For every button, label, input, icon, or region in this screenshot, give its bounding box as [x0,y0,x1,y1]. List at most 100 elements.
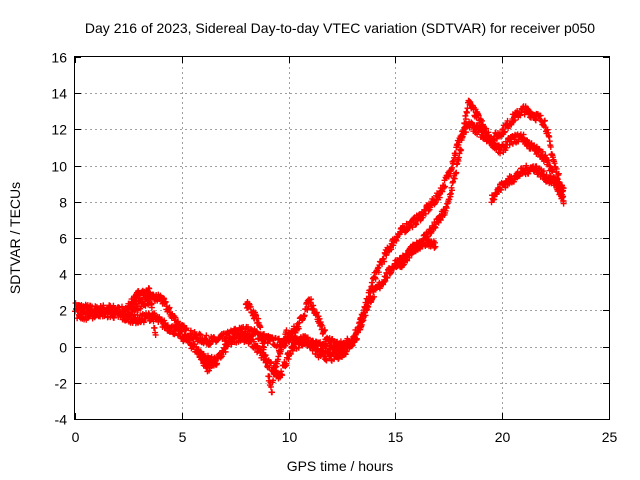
data-point-track-a [425,207,432,214]
data-point-track-a [512,117,519,124]
data-point-track-c [498,186,505,193]
data-point-track-b [371,293,378,300]
data-point-track-b [381,279,388,286]
data-point-track-a [187,327,194,334]
data-point-track-b [485,129,492,136]
data-point-track-b [460,129,467,136]
data-point-track-c [405,252,412,259]
x-tick-label: 0 [72,429,80,445]
data-point-track-c [540,168,547,175]
data-point-track-b [451,175,458,182]
data-point-track-c [150,316,157,323]
data-point-track-b [140,319,147,326]
data-point-track-a [436,194,443,201]
data-point-track-c [264,364,271,371]
y-tick-label: 0 [59,340,67,356]
data-point-track-c [148,304,155,311]
data-point-track-b [489,135,496,142]
data-point-track-c [132,297,139,304]
data-point-track-c [543,171,550,178]
data-point-track-b [475,112,482,119]
data-point-track-c [261,344,268,351]
data-point-track-c [197,348,204,355]
data-point-track-a [203,332,210,339]
data-point-track-c [316,315,323,322]
data-point-track-b [384,274,391,281]
data-point-track-b [447,190,454,197]
x-tick-label: 15 [388,429,404,445]
y-tick-label: 8 [59,195,67,211]
data-point-track-a [375,269,382,276]
data-point-track-c [152,331,159,338]
data-point-track-b [279,372,286,379]
data-point-track-c [147,295,154,302]
data-point-track-a [172,314,179,321]
data-point-track-b [428,228,435,235]
data-point-track-c [304,306,311,313]
data-point-track-a [449,164,456,171]
y-tick-label: -2 [55,376,68,392]
data-point-track-b [127,312,134,319]
data-point-track-b [287,351,294,358]
data-point-track-b [267,360,274,367]
data-point-track-c [308,296,315,303]
data-point-track-a [388,246,395,253]
data-point-track-b [171,331,178,338]
data-point-track-c [267,383,274,390]
data-point-track-a [555,170,562,177]
data-point-track-c [269,389,276,396]
data-point-track-a [162,299,169,306]
data-point-track-b [222,348,229,355]
data-point-track-c [399,262,406,269]
data-point-track-c [340,343,347,350]
y-axis-ticks: -4 -2 0 2 4 6 8 10 12 14 16 [51,50,609,428]
data-point-track-a [547,143,554,150]
data-point-track-c [206,367,213,374]
data-point-track-c [339,349,346,356]
data-point-track-a [440,184,447,191]
data-point-track-c [423,234,430,241]
data-point-track-a [118,303,125,310]
data-point-track-c [270,377,277,384]
data-point-track-b [178,328,185,335]
data-point-track-b [462,116,469,123]
data-point-track-c [137,295,144,302]
data-point-track-a [381,258,388,265]
data-point-track-c [263,358,270,365]
data-point-track-a [413,221,420,228]
data-point-track-c [431,244,438,251]
x-tick-label: 25 [602,429,618,445]
data-point-track-b [218,353,225,360]
y-tick-label: -4 [55,412,68,428]
data-point-track-c [295,325,302,332]
data-point-track-c [211,354,218,361]
data-point-track-b [461,120,468,127]
plot-frame [74,56,610,420]
data-point-track-c [199,352,206,359]
data-point-track-a [166,304,173,311]
data-point-track-b [283,362,290,369]
data-point-track-c [262,352,269,359]
data-point-track-a [537,112,544,119]
y-tick-label: 4 [59,267,67,283]
data-point-track-b [193,343,200,350]
x-tick-label: 10 [282,429,298,445]
data-point-track-c [247,303,254,310]
data-point-track-a [541,117,548,124]
data-point-track-c [560,200,567,207]
data-point-track-c [301,312,308,319]
data-point-track-c [555,184,562,191]
data-point-track-c [212,358,219,365]
y-tick-label: 12 [51,122,67,138]
data-point-track-a [501,128,508,135]
data-point-track-a [196,330,203,337]
data-point-track-a [372,275,379,282]
data-point-track-c [313,309,320,316]
x-tick-label: 5 [179,429,187,445]
data-point-track-a [439,188,446,195]
data-point-track-b [539,148,546,155]
data-point-track-b [549,166,556,173]
data-point-track-b [453,169,460,176]
y-tick-label: 14 [51,86,67,102]
